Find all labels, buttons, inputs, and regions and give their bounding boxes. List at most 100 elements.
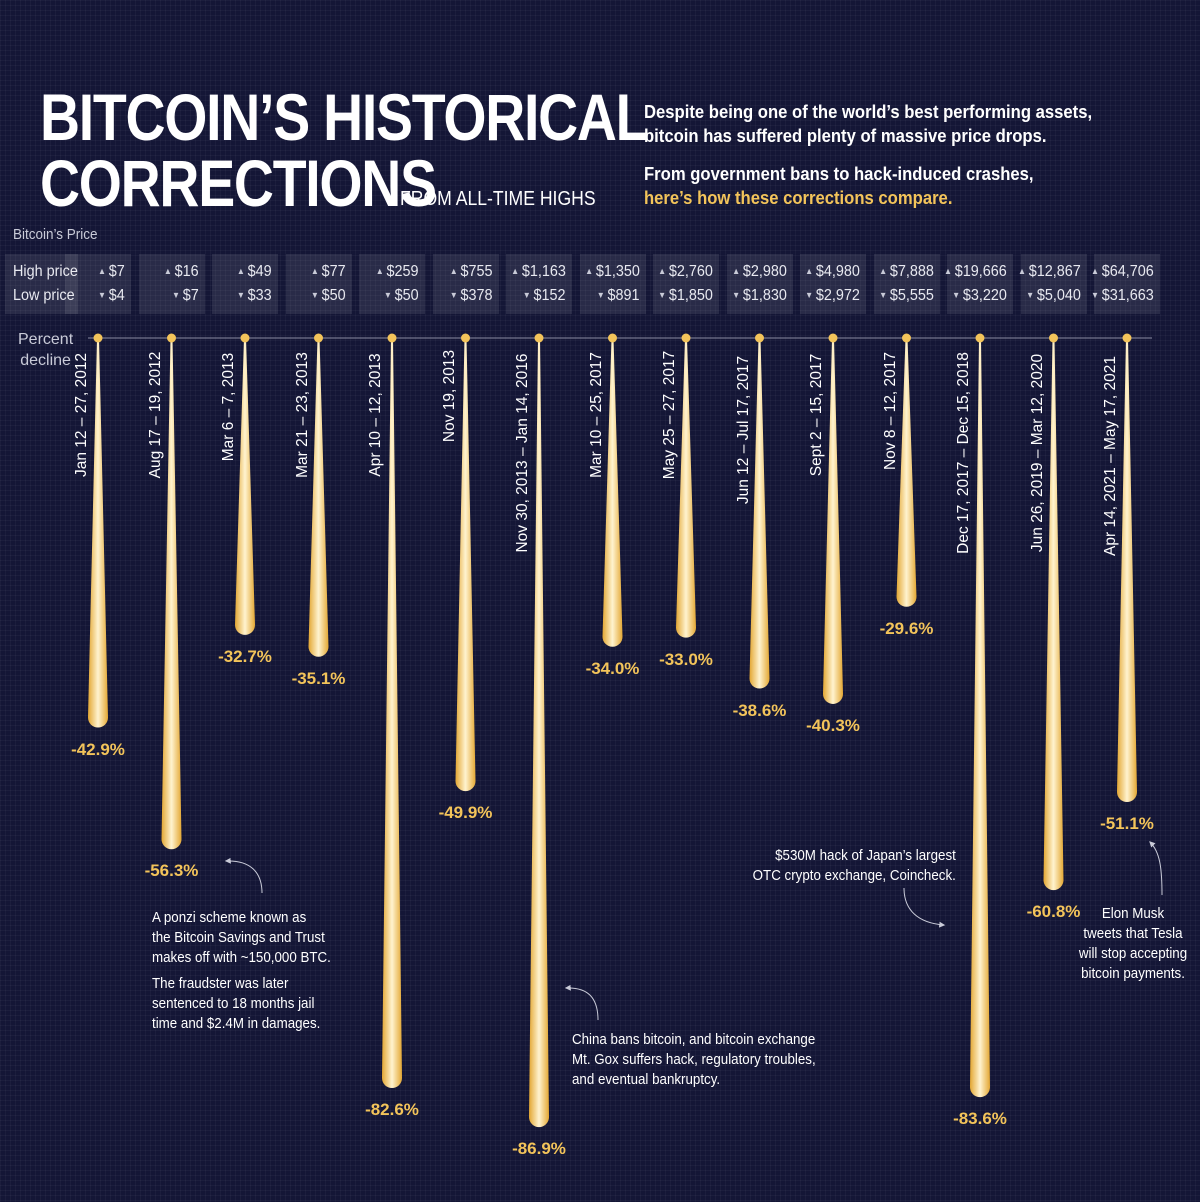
low-price-value: ▼ $31,663 <box>1091 287 1154 305</box>
ponzi-line-6: time and $2.4M in damages. <box>152 1016 321 1032</box>
date-range-label: Mar 10 – 25, 2017 <box>587 352 605 478</box>
date-range-label: May 25 – 27, 2017 <box>661 350 678 480</box>
baseline-dot <box>755 333 764 343</box>
high-price-text: $7 <box>108 263 125 280</box>
title-line-2: CORRECTIONS <box>40 146 437 220</box>
baseline-dot <box>608 333 617 343</box>
price-box: ▲ $7 ▼ $4 <box>65 254 131 314</box>
price-caption: Bitcoin’s Price <box>13 226 98 243</box>
high-price-text: $49 <box>247 263 272 280</box>
low-price-text: $1,830 <box>742 287 787 304</box>
up-triangle-icon: ▲ <box>944 266 953 276</box>
percent-decline-value: -49.9% <box>438 803 493 823</box>
musk-annotation: Elon Musk tweets that Tesla will stop ac… <box>1077 904 1189 984</box>
price-box: ▲ $19,666 ▼ $3,220 <box>944 254 1013 314</box>
price-box: ▲ $16 ▼ $7 <box>138 254 205 314</box>
high-price-text: $4,980 <box>815 263 860 280</box>
ponzi-annotation: A ponzi scheme known as the Bitcoin Savi… <box>152 908 331 1034</box>
percent-decline-value: -56.3% <box>144 861 199 881</box>
down-triangle-icon: ▼ <box>310 290 319 300</box>
decline-bar <box>88 338 108 728</box>
baseline-dot <box>681 333 691 343</box>
high-price-value: ▲ $12,867 <box>1018 263 1081 281</box>
low-price-value: ▼ $2,972 <box>805 287 860 305</box>
low-price-value: ▼ $378 <box>450 287 493 305</box>
low-price-value: ▼ $3,220 <box>952 287 1007 305</box>
intro-paragraph-2: From government bans to hack-induced cra… <box>644 162 1034 210</box>
china-annotation: China bans bitcoin, and bitcoin exchange… <box>572 1030 816 1090</box>
low-price-text: $5,555 <box>889 287 934 304</box>
up-triangle-icon: ▲ <box>1017 266 1026 276</box>
high-price-text: $12,867 <box>1028 263 1081 280</box>
price-box: ▲ $77 ▼ $50 <box>285 254 352 314</box>
intro-paragraph-1: Despite being one of the world’s best pe… <box>644 100 1092 148</box>
low-price-text: $1,850 <box>668 287 713 304</box>
intro-line-2: bitcoin has suffered plenty of massive p… <box>644 125 1047 146</box>
date-range-label: Nov 30, 2013 – Jan 14, 2016 <box>514 353 531 553</box>
low-price-text: $33 <box>247 287 272 304</box>
date-range-label: Nov 19, 2013 <box>440 349 458 443</box>
musk-line-2: tweets that Tesla <box>1083 926 1183 942</box>
high-price-value: ▲ $77 <box>311 263 346 281</box>
low-price-value: ▼ $1,830 <box>732 287 787 305</box>
musk-line-1: Elon Musk <box>1101 906 1165 922</box>
low-price-value: ▼ $33 <box>237 287 272 305</box>
date-range-label: Nov 8 – 12, 2017 <box>881 351 899 471</box>
low-price-value: ▼ $5,555 <box>879 287 934 305</box>
high-price-value: ▲ $2,760 <box>658 263 713 281</box>
price-box: ▲ $1,350 ▼ $891 <box>579 254 646 314</box>
up-triangle-icon: ▲ <box>310 266 319 276</box>
intro-line-3: From government bans to hack-induced cra… <box>644 163 1034 184</box>
coincheck-annotation: $530M hack of Japan’s largest OTC crypto… <box>753 846 956 886</box>
percent-decline-value: -29.6% <box>879 618 934 638</box>
decline-bar <box>970 338 990 1098</box>
date-range-label: Apr 14, 2021 – May 17, 2021 <box>1102 356 1119 556</box>
baseline-dot <box>314 333 323 343</box>
down-triangle-icon: ▼ <box>171 290 180 300</box>
date-range-label: Aug 17 – 19, 2012 <box>146 351 164 479</box>
price-box: ▲ $2,980 ▼ $1,830 <box>726 254 793 314</box>
decline-bar <box>823 338 843 704</box>
up-triangle-icon: ▲ <box>1091 266 1100 276</box>
musk-line-3: will stop accepting <box>1078 946 1188 962</box>
percent-decline-value: -40.3% <box>806 715 860 735</box>
decline-bar <box>602 338 623 647</box>
high-price-value: ▲ $1,350 <box>585 263 640 281</box>
low-price-text: $152 <box>533 287 566 304</box>
high-price-value: ▲ $755 <box>450 263 493 281</box>
china-line-1: China bans bitcoin, and bitcoin exchange <box>572 1032 816 1048</box>
decline-bar <box>676 338 696 638</box>
down-triangle-icon: ▼ <box>805 290 814 300</box>
low-price-text: $2,972 <box>815 287 860 304</box>
low-price-value: ▼ $4 <box>98 287 125 305</box>
low-price-value: ▼ $1,850 <box>658 287 713 305</box>
percent-decline-value: -86.9% <box>512 1139 566 1159</box>
up-triangle-icon: ▲ <box>878 266 887 276</box>
down-triangle-icon: ▼ <box>384 290 393 300</box>
high-price-value: ▲ $49 <box>237 263 272 281</box>
date-range-label: Jun 12 – Jul 17, 2017 <box>734 355 752 505</box>
down-triangle-icon: ▼ <box>952 290 961 300</box>
price-box: ▲ $1,163 ▼ $152 <box>506 254 572 314</box>
decline-bar <box>749 338 770 689</box>
high-price-value: ▲ $64,706 <box>1091 263 1154 281</box>
high-price-text: $19,666 <box>954 263 1007 280</box>
high-price-text: $2,760 <box>668 263 713 280</box>
high-price-text: $16 <box>174 263 199 280</box>
high-price-text: $2,980 <box>742 263 787 280</box>
date-range-label: Mar 6 – 7, 2013 <box>220 352 237 462</box>
date-range-label: Jan 12 – 27, 2012 <box>73 352 90 478</box>
high-price-value: ▲ $1,163 <box>511 263 566 281</box>
low-price-text: $5,040 <box>1036 287 1081 304</box>
low-price-text: $50 <box>321 287 346 304</box>
low-price-value: ▼ $152 <box>523 287 566 305</box>
up-triangle-icon: ▲ <box>163 266 172 276</box>
low-price-value: ▼ $50 <box>311 287 346 305</box>
high-price-text: $77 <box>321 263 346 280</box>
ponzi-line-2: the Bitcoin Savings and Trust <box>152 930 325 946</box>
high-price-text: $7,888 <box>889 263 934 280</box>
percent-decline-value: -38.6% <box>732 700 787 720</box>
decline-bar <box>529 338 549 1128</box>
down-triangle-icon: ▼ <box>731 290 740 300</box>
